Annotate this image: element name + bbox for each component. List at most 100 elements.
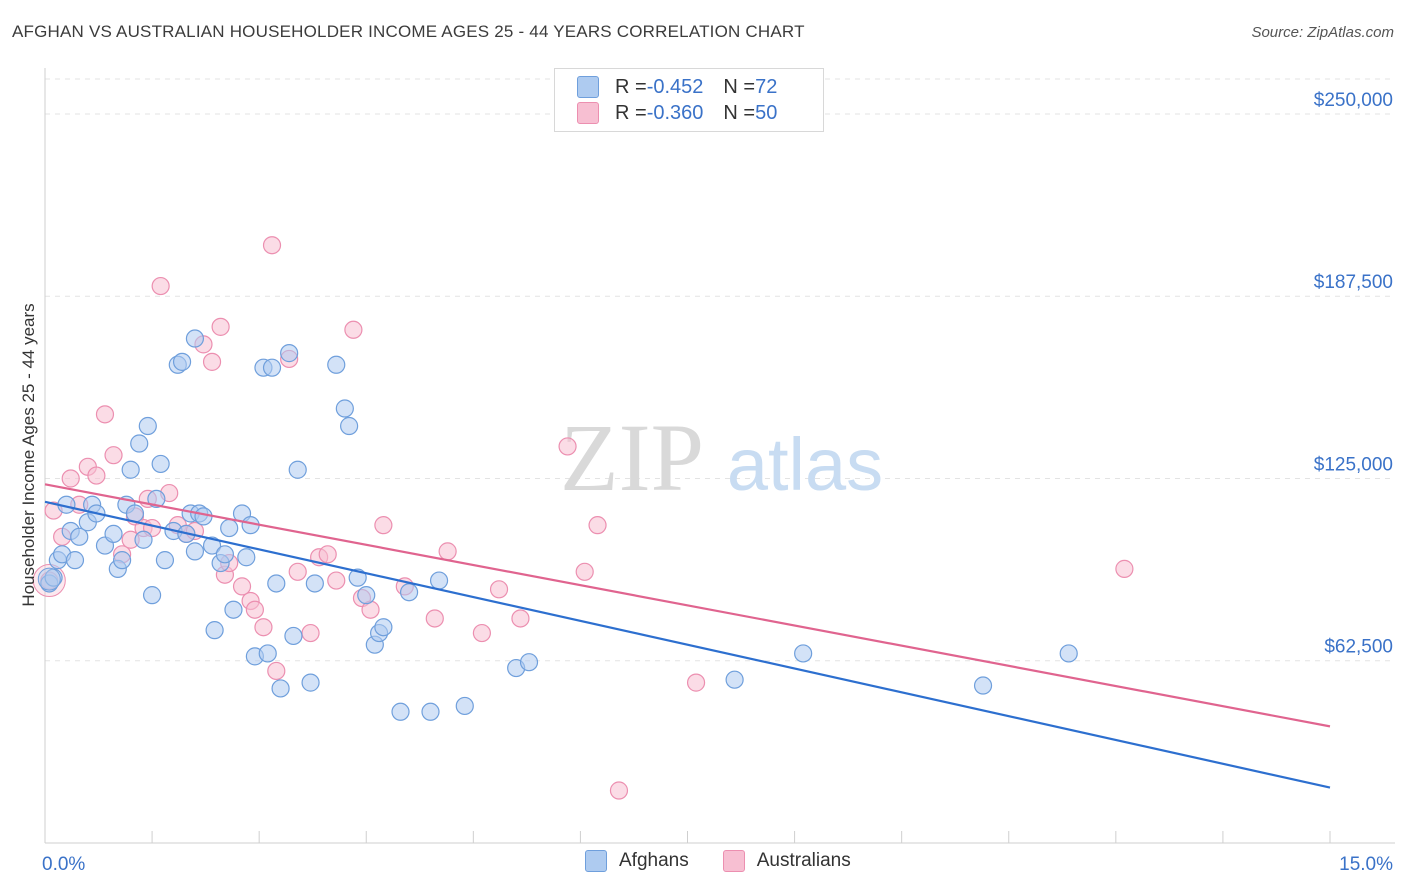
australians-trend-line (44, 483, 1331, 728)
australians-point (254, 618, 273, 637)
gridlines (45, 78, 1395, 662)
australians-point (202, 352, 222, 371)
legend-label-australians: Australians (756, 850, 851, 871)
australians-point (318, 545, 337, 564)
australians-point (232, 577, 252, 596)
watermark: ZIP atlas (560, 404, 883, 511)
afghans-point (301, 673, 320, 692)
australians-point (288, 562, 307, 581)
afghans-point (335, 399, 354, 418)
chart-title: AFGHAN VS AUSTRALIAN HOUSEHOLDER INCOME … (12, 22, 805, 41)
afghans-point (134, 530, 153, 549)
australians-point (472, 623, 491, 643)
afghans-point (130, 434, 149, 453)
afghans-point (340, 416, 359, 436)
afghans-point (37, 567, 61, 591)
y-axis-label: Householder Income Ages 25 - 44 years (19, 303, 38, 606)
australians-point (686, 673, 706, 692)
afghans-point (185, 542, 205, 561)
australians-point (438, 542, 457, 561)
afghans-point (271, 679, 290, 698)
australians-point (489, 580, 509, 599)
afghans-point (70, 527, 89, 546)
afghans-point (288, 460, 307, 479)
australians-point (588, 516, 607, 535)
afghans-point (357, 586, 376, 605)
australians-point (151, 276, 170, 296)
afghans-point (973, 676, 993, 695)
afghans-point (147, 489, 166, 509)
australians-point (558, 437, 577, 456)
australians-point (425, 609, 444, 628)
afghans-point (374, 618, 393, 637)
australians-point (511, 609, 530, 628)
afghans-point (151, 454, 170, 474)
afghans-point (421, 702, 440, 721)
afghans-point (121, 460, 140, 479)
afghans-point (215, 545, 234, 564)
afghans-point (237, 548, 256, 567)
afghans-point (155, 551, 175, 570)
afghans-point (327, 355, 346, 374)
y-tick-label: $62,500 (1324, 637, 1393, 658)
correlation-legend: R = -0.452 N = 72 R = -0.360 N = 50 (554, 68, 824, 132)
legend-label-afghans: Afghans (619, 850, 689, 871)
legend-item-afghans: Afghans (585, 850, 689, 872)
australians-point (87, 466, 106, 485)
afghans-point (267, 574, 286, 593)
afghans-point (391, 702, 410, 721)
australians-point (575, 562, 594, 581)
australians-point (301, 623, 320, 643)
australians-point (374, 516, 393, 535)
afghans-point (1059, 644, 1078, 663)
legend-item-australians: Australians (722, 850, 851, 872)
afghans-point (220, 518, 239, 538)
afghans-point (224, 600, 243, 619)
legend-n-label: N = (723, 101, 756, 124)
legend-n-label: N = (723, 75, 756, 98)
afghans-point (794, 644, 813, 663)
afghans-trend-line (44, 500, 1331, 789)
legend-n-value: 50 (755, 101, 778, 124)
afghans-swatch (577, 76, 599, 98)
y-tick-label: $250,000 (1314, 90, 1393, 111)
afghans-point (142, 586, 162, 605)
australians-point (95, 405, 115, 424)
afghans-point (725, 670, 744, 689)
australians-swatch (722, 850, 745, 872)
x-tick-label: 15.0% (1339, 854, 1393, 875)
afghans-point (284, 626, 303, 646)
legend-n-value: 72 (755, 75, 778, 98)
afghans-point (399, 583, 419, 602)
afghans-point (65, 551, 85, 570)
afghans-point (305, 574, 324, 593)
legend-row-australians: R = -0.360 N = 50 (577, 100, 777, 126)
legend-r-label: R = (615, 75, 647, 98)
australians-point (262, 236, 282, 255)
afghans-point (258, 644, 277, 663)
afghans-point (262, 358, 282, 377)
afghans-point (205, 621, 224, 640)
australians-point (267, 661, 286, 681)
australians-point (609, 781, 629, 800)
svg-text:atlas: atlas (727, 423, 883, 506)
afghans-point (112, 551, 132, 570)
australians-swatch (577, 102, 599, 124)
legend-r-label: R = (615, 101, 647, 124)
legend-row-afghans: R = -0.452 N = 72 (577, 74, 777, 100)
legend-r-value: -0.360 (646, 101, 704, 124)
afghans-points (37, 329, 1078, 721)
y-tick-label: $187,500 (1314, 272, 1393, 293)
source-label: Source: ZipAtlas.com (1251, 24, 1394, 41)
y-tick-label: $125,000 (1314, 454, 1393, 475)
tick-labels: $62,500 $125,000 $187,500 $250,000 0.0% 15.0% (42, 90, 1393, 875)
svg-text:ZIP: ZIP (560, 404, 704, 511)
series-legend: Afghans Australians (585, 850, 885, 872)
afghans-point (172, 352, 192, 371)
afghans-point (202, 536, 222, 555)
australians-point (245, 600, 264, 619)
afghans-point (138, 416, 157, 436)
afghans-point (455, 696, 474, 716)
australians-point (104, 446, 123, 465)
